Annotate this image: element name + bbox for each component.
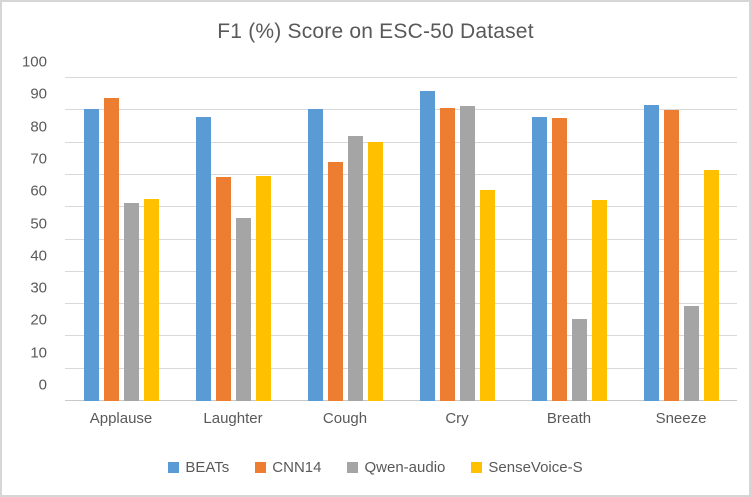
legend-label: BEATs: [185, 459, 230, 476]
bar-beats-sneeze: [643, 105, 659, 401]
bar-beats-cry: [419, 90, 435, 401]
bar-sensevoice-s-sneeze: [703, 169, 719, 401]
bar-group-laughter: [177, 78, 289, 401]
y-tick-label-40: 40: [30, 247, 47, 265]
legend-item-cnn14: CNN14: [255, 459, 321, 476]
gridline-60: [65, 206, 737, 208]
bar-qwen-audio-sneeze: [683, 306, 699, 401]
bar-qwen-audio-laughter: [235, 217, 251, 401]
gridline-90: [65, 109, 737, 111]
bar-group-sneeze: [625, 78, 737, 401]
legend-item-sensevoice-s: SenseVoice-S: [471, 459, 583, 476]
bar-sensevoice-s-breath: [591, 200, 607, 401]
y-tick-label-70: 70: [30, 150, 47, 168]
legend-label: Qwen-audio: [364, 459, 446, 476]
x-tick-label-breath: Breath: [546, 410, 592, 427]
y-tick-label-60: 60: [30, 182, 47, 200]
y-tick-label-90: 90: [30, 85, 47, 103]
x-tick-label-laughter: Laughter: [203, 410, 263, 427]
legend-swatch-icon: [471, 462, 483, 473]
gridline-10: [65, 367, 737, 369]
y-tick-label-30: 30: [30, 279, 47, 297]
y-tick-label-0: 0: [38, 376, 47, 394]
gridline-100: [65, 77, 737, 78]
bar-sensevoice-s-applause: [143, 198, 159, 401]
bar-group-breath: [513, 78, 625, 401]
bar-beats-applause: [83, 109, 99, 401]
x-tick-label-applause: Applause: [89, 410, 153, 427]
bar-group-cough: [289, 78, 401, 401]
bar-cnn14-applause: [103, 98, 119, 401]
bar-cnn14-cry: [439, 108, 455, 401]
legend-swatch-icon: [255, 462, 267, 473]
bar-qwen-audio-cough: [347, 135, 363, 401]
y-tick-label-50: 50: [30, 215, 47, 232]
x-tick-label-cough: Cough: [322, 410, 368, 427]
legend-item-qwen-audio: Qwen-audio: [347, 459, 445, 476]
gridline-80: [65, 141, 737, 143]
plot-area: [65, 77, 737, 401]
legend-label: CNN14: [272, 459, 322, 476]
y-tick-label-100: 100: [21, 53, 47, 71]
bar-beats-laughter: [195, 116, 211, 401]
y-tick-label-20: 20: [30, 311, 47, 329]
bar-sensevoice-s-cough: [367, 142, 383, 401]
x-tick-label-sneeze: Sneeze: [655, 410, 707, 427]
bar-beats-cough: [307, 109, 323, 401]
x-axis-line: [65, 400, 737, 401]
gridline-50: [65, 238, 737, 240]
bar-sensevoice-s-cry: [479, 190, 495, 401]
y-tick-label-10: 10: [30, 344, 47, 362]
bar-group-cry: [401, 78, 513, 401]
bar-qwen-audio-applause: [123, 203, 139, 401]
x-axis-tick-labels: Applause Laughter Cough Cry Breath Sneeze: [65, 410, 737, 427]
gridline-40: [65, 270, 737, 272]
gridline-70: [65, 173, 737, 175]
legend-label: SenseVoice-S: [488, 459, 583, 476]
bar-group-applause: [65, 78, 177, 401]
gridline-30: [65, 303, 737, 305]
y-axis-tick-labels: 0 10 20 30 40 50 60 70 80 90 100: [2, 54, 55, 401]
bar-cnn14-sneeze: [663, 109, 679, 401]
legend-swatch-icon: [347, 462, 359, 473]
legend-item-beats: BEATs: [168, 459, 229, 476]
bar-beats-breath: [531, 116, 547, 401]
y-tick-label-80: 80: [30, 118, 47, 136]
bar-qwen-audio-cry: [459, 106, 475, 401]
gridline-20: [65, 335, 737, 337]
chart-legend: BEATs CNN14 Qwen-audio SenseVoice-S: [2, 459, 749, 476]
legend-swatch-icon: [168, 462, 180, 473]
bar-sensevoice-s-laughter: [255, 176, 271, 401]
chart-title: F1 (%) Score on ESC-50 Dataset: [217, 20, 534, 43]
bar-qwen-audio-breath: [571, 318, 587, 401]
bar-cnn14-cough: [327, 161, 343, 401]
x-tick-label-cry: Cry: [445, 410, 469, 427]
bar-cnn14-laughter: [215, 177, 231, 401]
bar-cnn14-breath: [551, 118, 567, 401]
